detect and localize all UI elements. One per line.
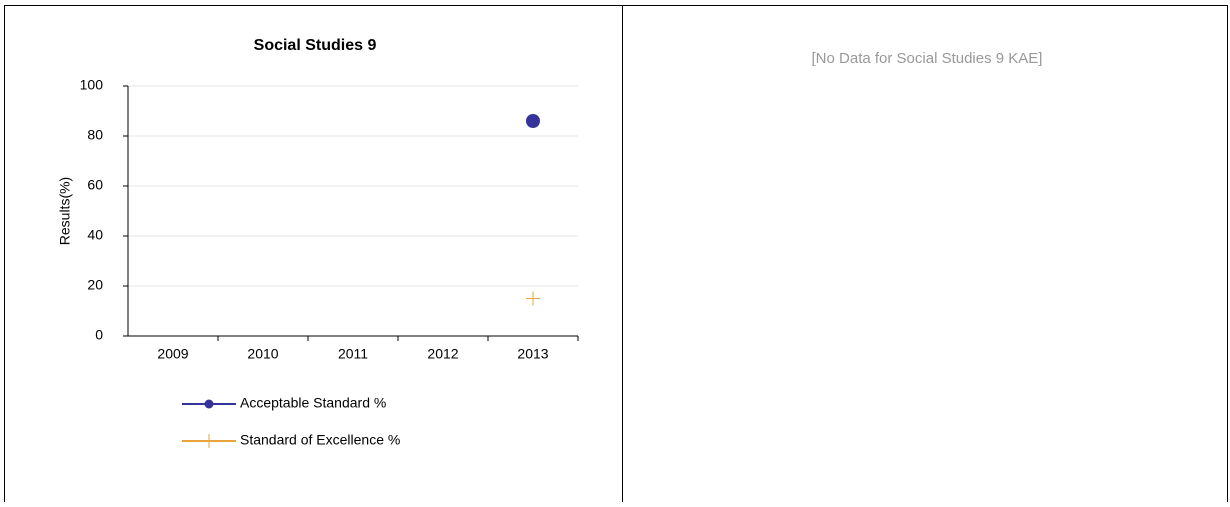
x-tick-label: 2009	[157, 346, 188, 362]
y-tick-label: 80	[87, 127, 103, 143]
chart-title: Social Studies 9	[254, 37, 377, 54]
x-tick-label: 2011	[338, 346, 368, 362]
y-tick-label: 40	[87, 227, 103, 243]
x-tick-label: 2012	[427, 346, 458, 362]
legend-label: Standard of Excellence %	[240, 432, 400, 448]
table-border	[4, 5, 1228, 507]
y-tick-label: 0	[95, 327, 103, 343]
point	[526, 114, 540, 128]
y-tick-label: 60	[87, 177, 103, 193]
y-axis-label: Results(%)	[57, 177, 73, 245]
x-tick-label: 2013	[517, 346, 548, 362]
point	[202, 434, 216, 448]
y-tick-label: 100	[80, 77, 104, 93]
y-tick-label: 20	[87, 277, 103, 293]
x-tick-label: 2010	[247, 346, 278, 362]
point	[204, 399, 214, 409]
legend-label: Acceptable Standard %	[240, 395, 386, 411]
no-data-message: [No Data for Social Studies 9 KAE]	[812, 50, 1043, 67]
point	[526, 291, 540, 306]
